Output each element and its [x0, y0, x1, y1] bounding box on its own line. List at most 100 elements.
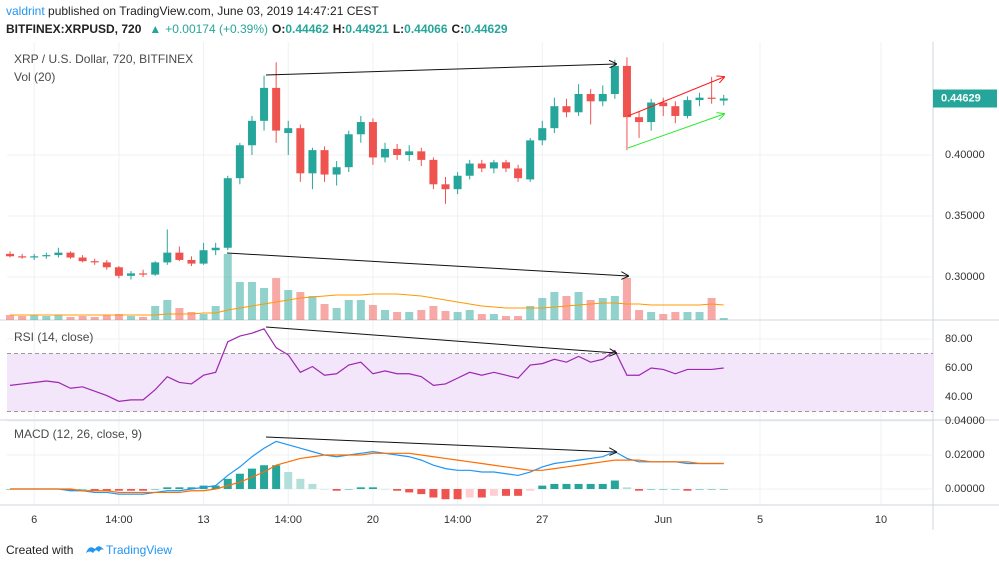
candle-body [405, 151, 414, 156]
candle-body [284, 128, 293, 134]
candle-body [260, 87, 269, 121]
macd-histogram [78, 489, 87, 490]
volume-bar [671, 312, 680, 320]
volume-bar [344, 300, 353, 320]
ohlc-value: 0.44066 [404, 22, 448, 36]
volume-bar [647, 312, 656, 320]
candle-body [66, 252, 75, 258]
pane-title: RSI (14, close) [14, 330, 93, 344]
volume-bar [598, 298, 607, 320]
candle-body [550, 106, 559, 129]
x-tick-label: 13 [197, 514, 209, 526]
candle-body [719, 98, 728, 101]
indicator-line [9, 328, 724, 402]
x-tick-label: 6 [31, 514, 37, 526]
volume-bar [54, 315, 63, 320]
logo [86, 546, 104, 553]
volume-bar [489, 314, 498, 320]
symbol-line: BITFINEX:XRPUSD, 720 ▲ +0.00174 (+0.39%) O:… [6, 22, 508, 36]
candle-body [30, 256, 39, 258]
macd-histogram [441, 489, 450, 500]
macd-histogram [320, 489, 329, 490]
trend-line [627, 77, 724, 117]
footer-brand[interactable]: TradingView [106, 543, 172, 557]
volume-bar [247, 282, 256, 320]
macd-histogram [114, 489, 123, 491]
candle-body [102, 262, 111, 268]
last-price-label: 0.44629 [941, 92, 981, 104]
volume-bar [526, 306, 535, 320]
volume-bar [308, 296, 317, 320]
macd-histogram [381, 489, 390, 490]
pane-title: Vol (20) [14, 70, 55, 84]
macd-histogram [477, 489, 486, 498]
trend-line [265, 326, 616, 353]
ohlc-value: 0.44462 [285, 22, 329, 36]
macd-histogram [211, 485, 220, 490]
ohlc-value: 0.44921 [345, 22, 389, 36]
change-arrow: ▲ [149, 22, 161, 36]
candle-body [429, 159, 438, 185]
volume-bar [30, 315, 39, 320]
volume-bar [126, 316, 135, 320]
volume-bar [586, 300, 595, 320]
volume-bar [477, 314, 486, 320]
background [0, 42, 999, 530]
volume-bar [6, 315, 15, 320]
y-tick-label: 0.04000 [945, 415, 985, 427]
macd-histogram [671, 489, 680, 490]
volume-bar [332, 308, 341, 320]
volume-bar [163, 300, 172, 320]
macd-histogram [647, 489, 656, 490]
ohlc-key: H: [333, 22, 346, 36]
volume-ma [10, 293, 724, 316]
x-tick-label: 5 [757, 514, 763, 526]
candle-body [18, 256, 27, 258]
volume-bar [501, 316, 510, 320]
candle-body [344, 134, 353, 168]
candle-body [356, 122, 365, 135]
candle-body [635, 117, 644, 123]
indicator-line [10, 452, 724, 494]
volume-bar [368, 305, 377, 320]
candle-body [707, 97, 716, 99]
candle-body [453, 175, 462, 190]
candle-body [332, 167, 341, 175]
macd-histogram [501, 489, 510, 496]
volume-bar [114, 314, 123, 320]
x-tick-label: 20 [367, 514, 379, 526]
volume-bar [574, 292, 583, 320]
candle-body [223, 178, 232, 248]
candle-body [659, 102, 668, 107]
candle-body [247, 120, 256, 146]
macd-histogram [126, 489, 135, 491]
macd-histogram [66, 489, 75, 491]
candle-body [139, 273, 148, 275]
macd-histogram [719, 489, 728, 490]
pane-title: XRP / U.S. Dollar, 720, BITFINEX [14, 52, 193, 66]
macd-histogram [272, 465, 281, 490]
change: +0.00174 (+0.39%) [165, 22, 268, 36]
candle-body [90, 261, 99, 263]
candle-body [610, 65, 619, 94]
volume-bar [719, 318, 728, 320]
candle-body [296, 128, 305, 174]
volume-bar [453, 312, 462, 320]
trend-line [226, 252, 628, 276]
volume-bar [659, 314, 668, 320]
x-tick-label: 27 [536, 514, 548, 526]
annotations [226, 64, 724, 452]
candle-body [78, 257, 87, 262]
indicator-line [10, 440, 724, 495]
volume-bar [562, 296, 571, 320]
trend-line [265, 64, 616, 76]
macd-histogram [659, 489, 668, 490]
pane-title: MACD (12, 26, close, 9) [14, 427, 142, 441]
volume-bar [381, 310, 390, 320]
ohlc-key: C: [452, 22, 465, 36]
macd-histogram [151, 489, 160, 490]
macd-histogram [417, 489, 426, 495]
author[interactable]: valdrint [6, 4, 45, 18]
macd-histogram [175, 487, 184, 490]
